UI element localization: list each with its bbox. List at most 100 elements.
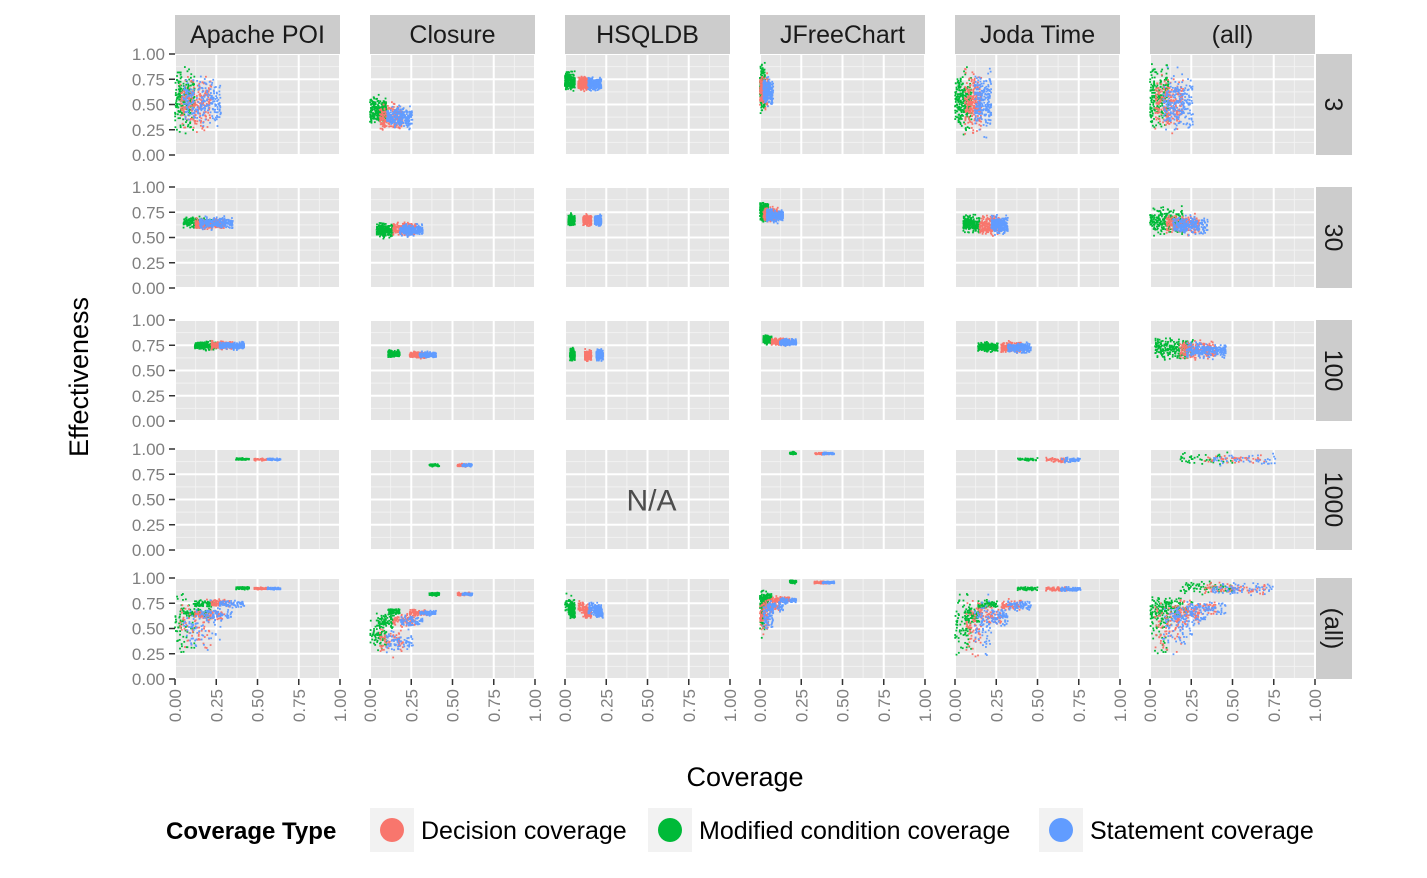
data-point-statement [976, 104, 978, 107]
data-point-mcc [179, 95, 182, 98]
data-point-mcc [185, 83, 188, 86]
data-point-mcc [192, 226, 195, 229]
data-point-mcc [369, 101, 371, 104]
data-point-mcc [392, 224, 394, 227]
data-point-mcc [183, 66, 186, 68]
data-point-decision [205, 75, 207, 78]
data-point-decision [1166, 86, 1169, 89]
data-point-statement [407, 123, 410, 126]
data-point-decision [582, 76, 585, 79]
data-point-decision [761, 89, 763, 92]
data-point-decision [180, 109, 183, 111]
data-point-decision [379, 113, 381, 116]
data-point-statement [765, 90, 768, 93]
data-point-statement [218, 219, 221, 222]
data-point-statement [983, 80, 985, 83]
data-point-statement [187, 94, 190, 97]
data-point-statement [191, 108, 194, 111]
data-point-statement [990, 83, 992, 85]
data-point-decision [1159, 120, 1161, 123]
data-point-mcc [959, 77, 962, 80]
data-point-decision [395, 126, 397, 128]
data-point-statement [762, 96, 765, 99]
data-point-mcc [387, 225, 389, 228]
data-point-statement [1169, 82, 1172, 85]
data-point-mcc [189, 219, 191, 222]
data-point-statement [394, 116, 397, 118]
data-point-mcc [760, 72, 763, 75]
data-point-statement [400, 108, 402, 111]
data-point-statement [182, 96, 185, 99]
data-point-statement [191, 92, 194, 95]
data-point-statement [227, 222, 230, 225]
data-point-mcc [1165, 64, 1168, 67]
data-point-statement [408, 114, 411, 117]
data-point-statement [1185, 123, 1188, 126]
data-point-statement [984, 109, 987, 111]
data-point-decision [583, 90, 586, 93]
data-point-decision [208, 114, 211, 117]
data-point-statement [1180, 86, 1183, 89]
data-point-mcc [1161, 102, 1164, 105]
data-point-statement [1182, 106, 1185, 109]
data-point-decision [379, 116, 382, 119]
data-point-mcc [372, 113, 375, 115]
data-point-statement [989, 111, 991, 114]
data-point-mcc [377, 113, 380, 115]
data-point-statement [589, 78, 592, 81]
data-point-statement [988, 119, 991, 121]
data-point-mcc [1160, 125, 1163, 128]
data-point-statement [212, 78, 215, 81]
data-point-decision [381, 122, 384, 125]
data-point-statement [401, 115, 404, 118]
data-point-mcc [178, 130, 181, 133]
data-point-statement [400, 123, 403, 126]
data-point-mcc [961, 76, 964, 78]
data-point-statement [770, 101, 773, 103]
data-point-statement [1188, 103, 1191, 106]
data-point-statement [185, 100, 188, 102]
data-point-mcc [177, 106, 180, 109]
data-point-statement [224, 223, 227, 225]
data-point-decision [971, 112, 974, 115]
data-point-decision [1176, 118, 1178, 121]
data-point-statement [590, 80, 592, 83]
data-point-statement [196, 117, 199, 119]
data-point-statement [205, 105, 208, 107]
data-point-decision [193, 101, 196, 103]
data-point-mcc [373, 121, 376, 124]
data-point-decision [184, 79, 187, 82]
data-point-statement [1165, 128, 1167, 131]
data-point-statement [207, 95, 209, 98]
data-point-decision [759, 92, 762, 95]
data-point-decision [398, 127, 401, 130]
data-point-mcc [956, 106, 959, 109]
data-point-mcc [191, 216, 194, 219]
data-point-statement [596, 89, 599, 91]
data-point-mcc [191, 217, 194, 220]
data-point-statement [225, 226, 227, 229]
data-point-mcc [174, 115, 177, 118]
data-point-statement [769, 96, 772, 98]
data-point-mcc [959, 109, 962, 112]
data-point-statement [410, 122, 412, 125]
data-point-decision [759, 103, 761, 106]
data-point-decision [964, 123, 967, 125]
data-point-mcc [1149, 114, 1152, 117]
data-point-mcc [966, 66, 968, 69]
data-point-mcc [1153, 76, 1156, 79]
data-point-statement [595, 87, 598, 90]
data-point-mcc [760, 64, 763, 67]
data-point-statement [762, 91, 765, 94]
data-point-mcc [1158, 115, 1161, 118]
data-point-statement [1185, 115, 1187, 118]
data-point-statement [202, 223, 205, 226]
data-point-statement [405, 120, 408, 123]
data-point-mcc [962, 105, 964, 108]
data-point-statement [387, 116, 389, 119]
data-point-decision [964, 101, 967, 103]
data-point-statement [975, 92, 978, 95]
data-point-mcc [384, 230, 387, 233]
data-point-mcc [1160, 70, 1163, 73]
data-point-statement [206, 98, 209, 101]
